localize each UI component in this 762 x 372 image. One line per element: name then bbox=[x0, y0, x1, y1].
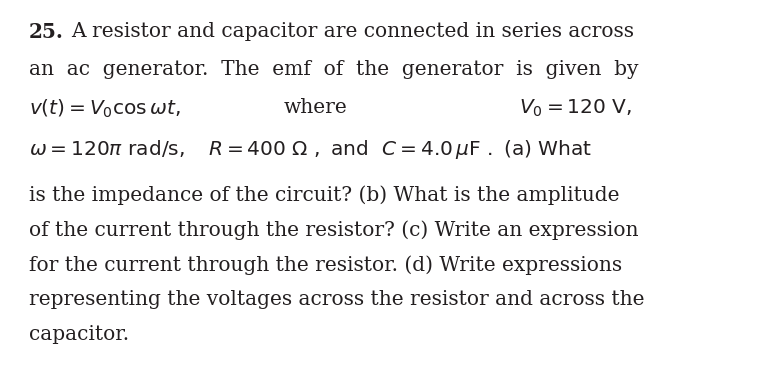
Text: where: where bbox=[284, 98, 347, 117]
Text: $v(t) = V_0 \cos \omega t,$: $v(t) = V_0 \cos \omega t,$ bbox=[29, 98, 181, 120]
Text: $\omega = 120\pi\ \mathrm{rad/s},\quad R = 400\ \Omega\ ,\ \mathrm{and}\ \ C = 4: $\omega = 120\pi\ \mathrm{rad/s},\quad R… bbox=[29, 138, 592, 161]
Text: 25.: 25. bbox=[29, 22, 64, 42]
Text: representing the voltages across the resistor and across the: representing the voltages across the res… bbox=[29, 290, 645, 309]
Text: A resistor and capacitor are connected in series across: A resistor and capacitor are connected i… bbox=[71, 22, 634, 41]
Text: capacitor.: capacitor. bbox=[29, 325, 129, 344]
Text: an  ac  generator.  The  emf  of  the  generator  is  given  by: an ac generator. The emf of the generato… bbox=[29, 60, 639, 79]
Text: for the current through the resistor. (d) Write expressions: for the current through the resistor. (d… bbox=[29, 255, 622, 275]
Text: is the impedance of the circuit? (b) What is the amplitude: is the impedance of the circuit? (b) Wha… bbox=[29, 185, 620, 205]
Text: of the current through the resistor? (c) Write an expression: of the current through the resistor? (c)… bbox=[29, 220, 639, 240]
Text: $V_0 = 120\ \mathrm{V},$: $V_0 = 120\ \mathrm{V},$ bbox=[519, 98, 632, 119]
